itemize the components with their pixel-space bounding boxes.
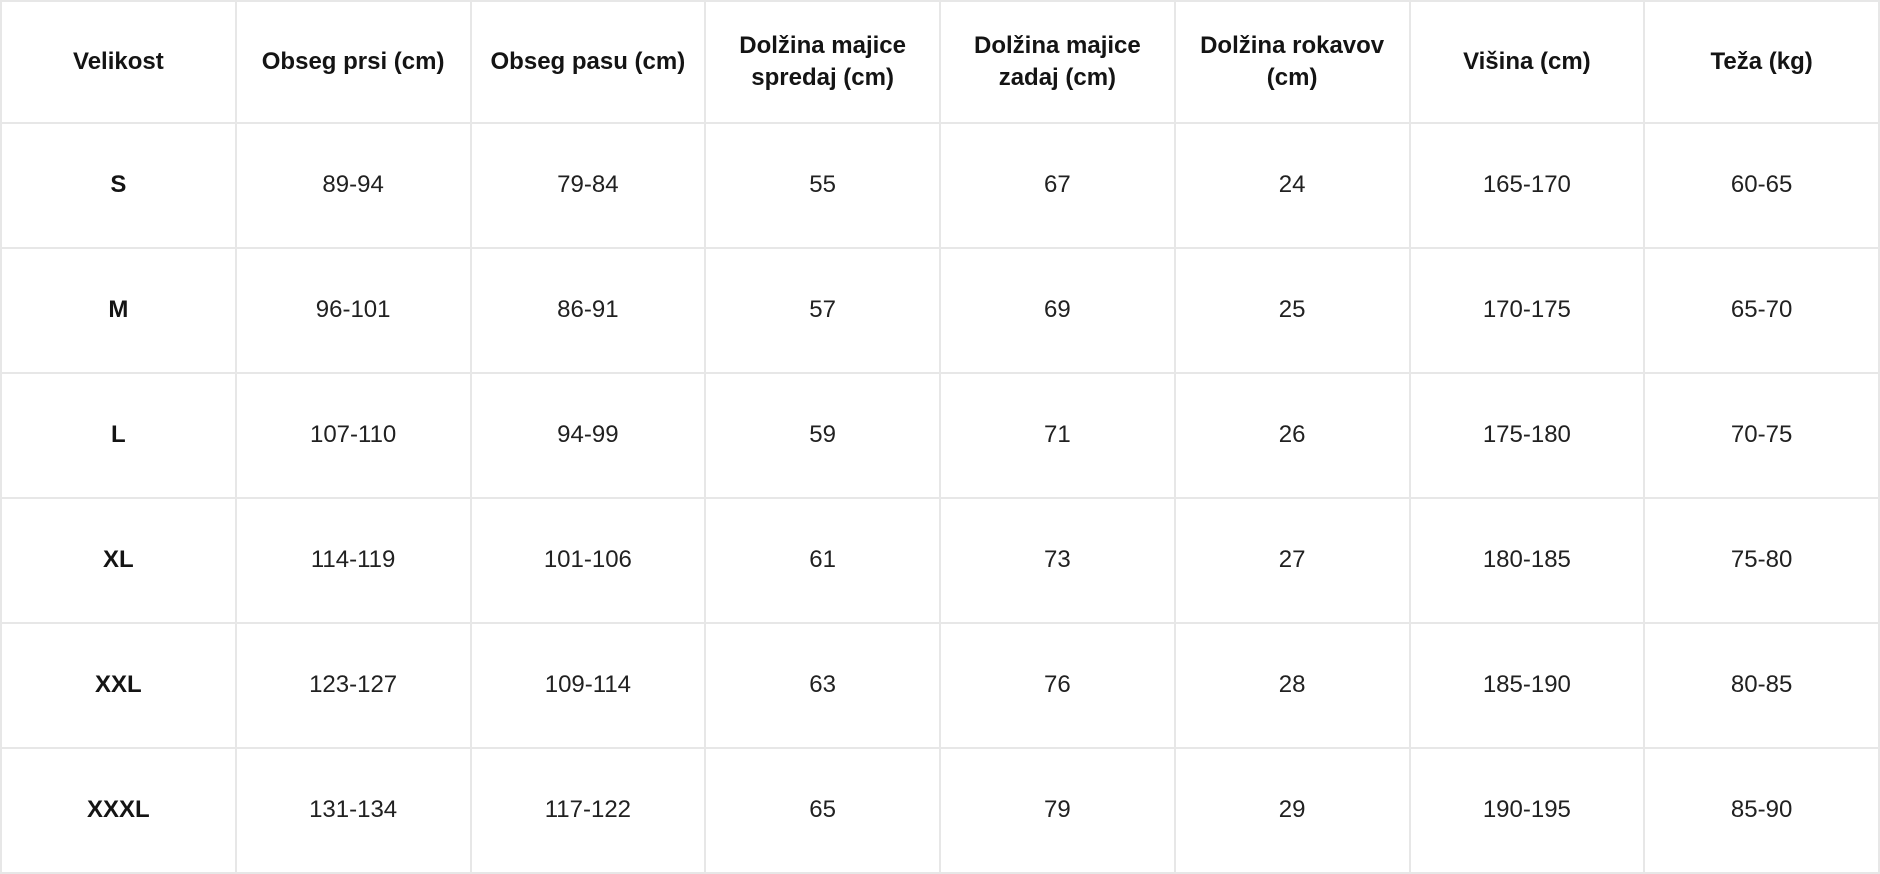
value-cell: 107-110: [234, 372, 472, 499]
value-cell: 28: [1173, 622, 1411, 749]
value-cell: 57: [704, 247, 941, 374]
value-cell: 190-195: [1408, 747, 1646, 874]
value-cell: 85-90: [1643, 747, 1880, 874]
table-row-xxl: XXL 123-127 109-114 63 76 28 185-190 80-…: [0, 622, 1880, 749]
value-cell: 79-84: [469, 122, 707, 249]
table-header: Velikost Obseg prsi (cm) Obseg pasu (cm)…: [0, 0, 1880, 124]
value-cell: 71: [939, 372, 1176, 499]
value-cell: 170-175: [1408, 247, 1646, 374]
value-cell: 76: [939, 622, 1176, 749]
value-cell: 65: [704, 747, 941, 874]
header-cell-dolzina-rokavov: Dolžina rokavov (cm): [1173, 0, 1411, 124]
value-cell: 61: [704, 497, 941, 624]
value-cell: 60-65: [1643, 122, 1880, 249]
value-cell: 175-180: [1408, 372, 1646, 499]
header-cell-obseg-pasu: Obseg pasu (cm): [469, 0, 707, 124]
header-cell-dolzina-majice-spredaj: Dolžina majice spredaj (cm): [704, 0, 941, 124]
value-cell: 131-134: [234, 747, 472, 874]
value-cell: 114-119: [234, 497, 472, 624]
table-row-s: S 89-94 79-84 55 67 24 165-170 60-65: [0, 122, 1880, 249]
value-cell: 70-75: [1643, 372, 1880, 499]
value-cell: 63: [704, 622, 941, 749]
value-cell: 94-99: [469, 372, 707, 499]
value-cell: 59: [704, 372, 941, 499]
size-cell: L: [0, 372, 237, 499]
value-cell: 101-106: [469, 497, 707, 624]
size-cell: S: [0, 122, 237, 249]
value-cell: 180-185: [1408, 497, 1646, 624]
value-cell: 29: [1173, 747, 1411, 874]
value-cell: 75-80: [1643, 497, 1880, 624]
value-cell: 80-85: [1643, 622, 1880, 749]
table-row-m: M 96-101 86-91 57 69 25 170-175 65-70: [0, 247, 1880, 374]
table-row-l: L 107-110 94-99 59 71 26 175-180 70-75: [0, 372, 1880, 499]
value-cell: 26: [1173, 372, 1411, 499]
value-cell: 25: [1173, 247, 1411, 374]
header-row: Velikost Obseg prsi (cm) Obseg pasu (cm)…: [0, 0, 1880, 124]
value-cell: 73: [939, 497, 1176, 624]
table-row-xxxl: XXXL 131-134 117-122 65 79 29 190-195 85…: [0, 747, 1880, 874]
size-cell: XL: [0, 497, 237, 624]
value-cell: 165-170: [1408, 122, 1646, 249]
header-cell-visina: Višina (cm): [1408, 0, 1646, 124]
value-cell: 109-114: [469, 622, 707, 749]
value-cell: 69: [939, 247, 1176, 374]
size-cell: XXL: [0, 622, 237, 749]
size-cell: XXXL: [0, 747, 237, 874]
value-cell: 117-122: [469, 747, 707, 874]
value-cell: 96-101: [234, 247, 472, 374]
value-cell: 24: [1173, 122, 1411, 249]
size-cell: M: [0, 247, 237, 374]
value-cell: 27: [1173, 497, 1411, 624]
value-cell: 67: [939, 122, 1176, 249]
table-row-xl: XL 114-119 101-106 61 73 27 180-185 75-8…: [0, 497, 1880, 624]
value-cell: 123-127: [234, 622, 472, 749]
value-cell: 185-190: [1408, 622, 1646, 749]
header-cell-obseg-prsi: Obseg prsi (cm): [234, 0, 472, 124]
value-cell: 55: [704, 122, 941, 249]
header-cell-teza: Teža (kg): [1643, 0, 1880, 124]
table-body: S 89-94 79-84 55 67 24 165-170 60-65 M 9…: [0, 122, 1880, 874]
header-cell-dolzina-majice-zadaj: Dolžina majice zadaj (cm): [939, 0, 1176, 124]
value-cell: 89-94: [234, 122, 472, 249]
value-cell: 79: [939, 747, 1176, 874]
value-cell: 65-70: [1643, 247, 1880, 374]
value-cell: 86-91: [469, 247, 707, 374]
header-cell-velikost: Velikost: [0, 0, 237, 124]
